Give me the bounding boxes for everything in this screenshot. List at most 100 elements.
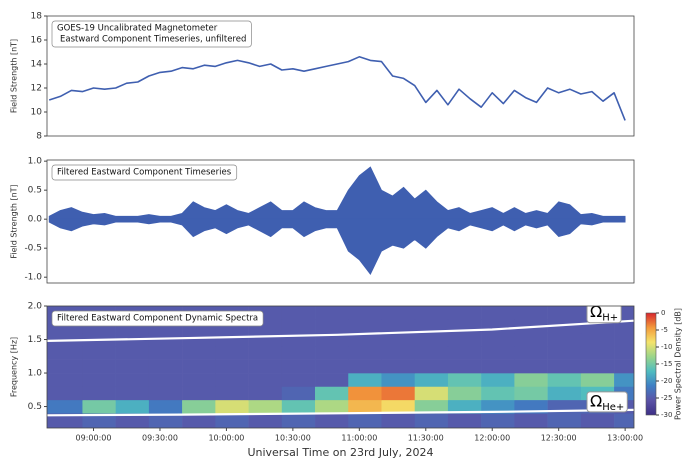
spectrum-cell: [315, 399, 349, 414]
spectrum-cell: [281, 373, 316, 387]
colorbar-tick-label: -15: [661, 360, 672, 368]
spectrum-cell: [148, 346, 183, 360]
colorbar-label: Power Spectral Density [dB]: [674, 308, 683, 420]
x-tick-label: 09:00:00: [76, 434, 112, 443]
spectrum-cell: [481, 359, 515, 374]
spectrum-cell: [82, 346, 116, 360]
spectrum-cell: [414, 306, 449, 320]
spectrum-cell: [414, 413, 449, 428]
spectrum-cell: [315, 386, 349, 401]
x-axis-label: Universal Time on 23rd July, 2024: [247, 446, 433, 459]
y-tick-label: 1.5: [28, 335, 42, 345]
spectrum-cell: [580, 373, 615, 387]
spectrum-cell: [348, 332, 382, 347]
spectrum-cell: [414, 332, 449, 347]
spectrum-cell: [414, 373, 449, 387]
colorbar-tick-label: -30: [661, 411, 672, 419]
spectrum-cell: [547, 306, 582, 320]
y-tick-label: 1.0: [28, 157, 43, 167]
annotation-box: [586, 391, 628, 413]
line-series: [48, 56, 626, 121]
y-tick-label: 0.5: [28, 402, 42, 412]
spectrum-cell: [381, 346, 416, 360]
spectrum-cell: [547, 332, 582, 347]
spectrum-cell: [348, 373, 382, 387]
spectrum-cell: [614, 413, 634, 428]
spectrum-cell: [547, 386, 582, 401]
spectrum-cell: [281, 346, 316, 360]
spectrum-cell: [281, 413, 316, 428]
title-box: [51, 164, 238, 181]
spectrum-cell: [182, 373, 216, 387]
spectrum-cell: [381, 413, 416, 428]
y-tick-label: 14: [31, 60, 43, 70]
spectrum-cell: [348, 319, 382, 334]
spectrum-cell: [580, 413, 615, 428]
spectrum-cell: [215, 399, 249, 414]
spectrum-cell: [148, 399, 183, 414]
x-tick-label: 12:30:00: [541, 434, 577, 443]
spectrum-cell: [580, 359, 615, 374]
spectrum-cell: [248, 373, 283, 387]
x-tick-label: 10:30:00: [275, 434, 311, 443]
spectrum-cell: [315, 413, 349, 428]
spectrum-cell: [414, 319, 449, 334]
spectrum-cell: [82, 373, 116, 387]
spectrum-cell: [215, 359, 249, 374]
spectrum-cell: [182, 346, 216, 360]
y-tick-label: 18: [31, 12, 43, 22]
spectrum-cell: [115, 413, 150, 428]
spectrum-cell: [115, 399, 150, 414]
x-tick-label: 11:30:00: [408, 434, 444, 443]
axes-frame: [46, 305, 635, 429]
spectrum-cell: [47, 359, 83, 374]
spectrum-cell: [315, 359, 349, 374]
plot-area: [48, 166, 626, 276]
spectrum-cell: [281, 386, 316, 401]
spectrum-cell: [248, 332, 283, 347]
y-tick-label: 1.0: [28, 369, 43, 379]
spectrum-cell: [547, 373, 582, 387]
plot-area: [48, 56, 626, 121]
spectrum-cell: [182, 332, 216, 347]
spectrum-cell: [215, 373, 249, 387]
colorbar: [645, 312, 657, 416]
spectrum-cell: [315, 306, 349, 320]
spectrum-cell: [281, 319, 316, 334]
spectrum-cell: [82, 386, 116, 401]
colorbar-tick-label: -25: [661, 394, 672, 402]
spectrum-cell: [248, 413, 283, 428]
spectrum-cell: [447, 413, 482, 428]
spectrum-cell: [481, 306, 515, 320]
spectrum-cell: [215, 413, 249, 428]
spectrum-cell: [514, 332, 548, 347]
spectrum-cell: [115, 373, 150, 387]
spectrum-cell: [115, 386, 150, 401]
spectrum-cell: [82, 413, 116, 428]
spectrum-cell: [381, 373, 416, 387]
spectrum-cell: [47, 399, 83, 414]
colorbar-tick-label: 0: [661, 309, 665, 317]
spectrum-cell: [115, 359, 150, 374]
spectrum-cell: [481, 413, 515, 428]
spectrum-cell: [381, 306, 416, 320]
spectrum-cell: [47, 413, 83, 428]
spectrum-cell: [447, 332, 482, 347]
colorbar-tick-label: -5: [661, 326, 668, 334]
spectrum-cell: [481, 332, 515, 347]
spectrum-cell: [148, 413, 183, 428]
panel-title: Filtered Eastward Component Timeseries: [57, 168, 232, 178]
envelope-area: [48, 218, 626, 276]
spectrum-cell: [514, 399, 548, 414]
cyclotron-line: [47, 408, 634, 417]
x-tick-label: 13:00:00: [607, 434, 643, 443]
spectrum-cell: [148, 373, 183, 387]
envelope-area: [48, 166, 626, 220]
spectrum-cell: [614, 346, 634, 360]
spectrum-cell: [47, 373, 83, 387]
spectrum-cell: [47, 386, 83, 401]
spectrum-cell: [614, 332, 634, 347]
y-tick-label: 0.0: [28, 215, 43, 225]
panel-title: Eastward Component Timeseries, unfiltere…: [60, 35, 246, 45]
